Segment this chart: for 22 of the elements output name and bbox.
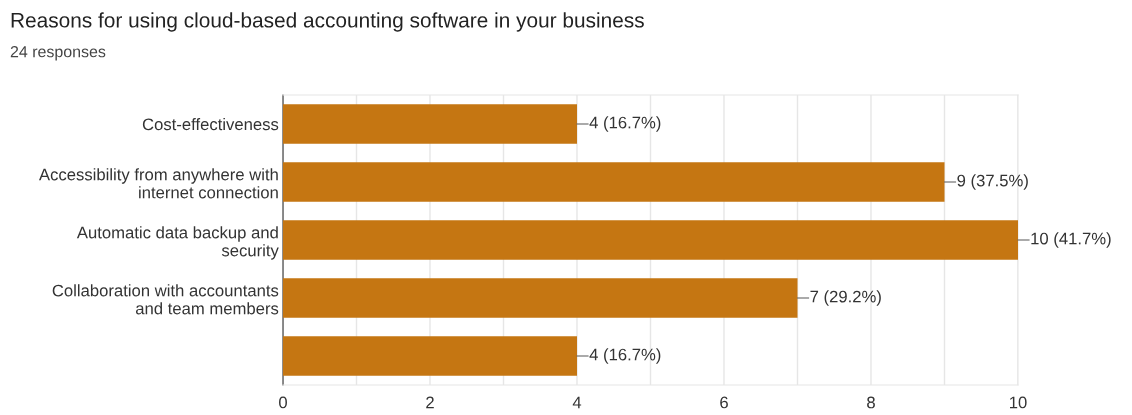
x-tick-label: 2 (426, 396, 434, 409)
bar (283, 104, 577, 144)
data-label: 9 (37.5%) (957, 174, 1028, 190)
x-tick-label: 0 (279, 396, 287, 409)
x-tick-label: 6 (720, 396, 728, 409)
y-tick-label: Cost-effectiveness (142, 117, 279, 131)
data-label: 4 (16.7%) (589, 116, 661, 132)
y-tick-label: Automatic data backup and security (76, 226, 279, 260)
bar (283, 162, 945, 202)
bar (283, 336, 577, 376)
data-label: 4 (16.7%) (589, 348, 661, 364)
y-tick-label: Collaboration with accountants and team members (52, 284, 279, 315)
chart-title: Reasons for using cloud-based accounting software in your business (11, 12, 644, 32)
text: 24 responses (10, 45, 106, 61)
data-label: 10 (41.7%) (1031, 232, 1111, 248)
bar (283, 220, 1018, 260)
x-tick-label: 8 (867, 396, 875, 409)
bar (283, 278, 798, 318)
x-tick-label: 4 (572, 396, 582, 409)
y-tick-label: Accessibility from anywhere with internet connection (38, 168, 278, 199)
x-tick-label: 10 (1010, 396, 1027, 409)
data-label: 7 (29.2%) (810, 290, 881, 306)
